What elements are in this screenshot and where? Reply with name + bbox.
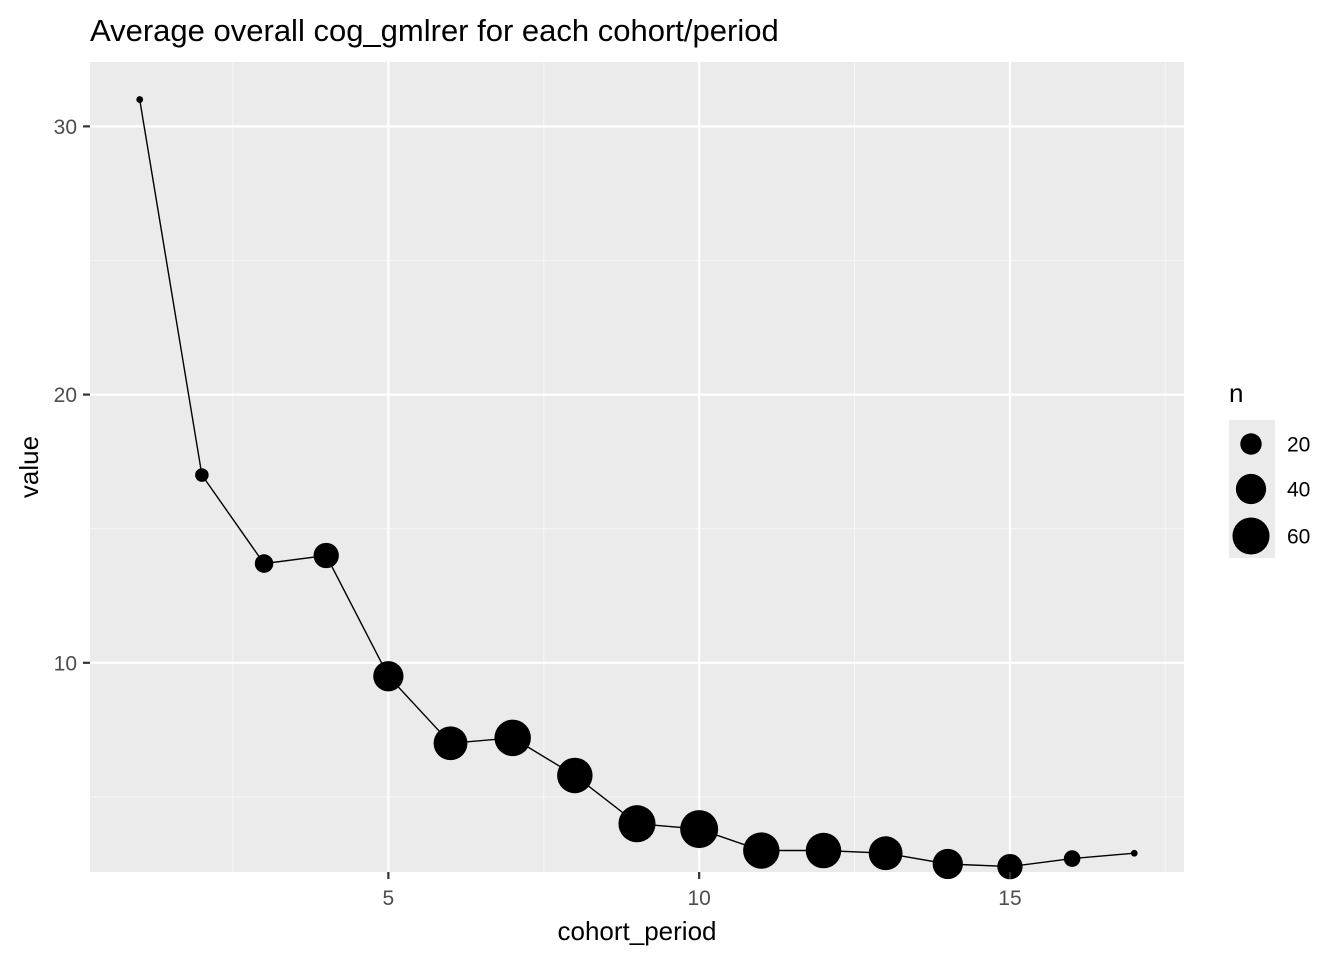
data-point <box>373 661 404 692</box>
x-tick-label: 10 <box>687 887 710 910</box>
data-point <box>805 832 842 869</box>
data-point <box>254 554 274 573</box>
data-point <box>743 832 780 869</box>
data-point <box>680 810 719 849</box>
y-tick-label: 10 <box>54 652 77 675</box>
data-point <box>433 726 468 761</box>
grid-lines <box>90 62 1184 872</box>
y-axis-title: value <box>14 436 44 498</box>
legend-key-label: 20 <box>1287 434 1310 457</box>
data-point <box>1063 850 1081 867</box>
legend-key-label: 40 <box>1287 479 1310 502</box>
chart-title: Average overall cog_gmlrer for each coho… <box>90 13 779 48</box>
data-point <box>997 853 1023 880</box>
axes: 5 10 15 10 20 30 <box>54 116 1022 910</box>
legend-title: n <box>1229 378 1243 408</box>
legend-key-circle <box>1240 433 1262 455</box>
data-point <box>494 719 531 757</box>
legend-key-circle <box>1235 473 1267 505</box>
y-tick-label: 30 <box>54 116 77 139</box>
legend-key-label: 60 <box>1287 526 1310 549</box>
data-point <box>1130 849 1138 857</box>
legend: n 20 40 60 <box>1229 378 1310 558</box>
data-series <box>136 96 1138 880</box>
x-tick-label: 15 <box>998 887 1021 910</box>
data-point <box>932 848 963 880</box>
x-axis-title: cohort_period <box>558 916 717 946</box>
data-point <box>618 805 656 843</box>
legend-key-circle <box>1232 517 1270 555</box>
x-tick-label: 5 <box>383 887 395 910</box>
data-point <box>136 96 144 103</box>
y-tick-label: 20 <box>54 384 77 407</box>
data-point <box>557 757 593 794</box>
data-point <box>313 542 339 569</box>
plot-panel <box>90 62 1184 872</box>
data-point <box>195 468 209 482</box>
data-point <box>868 836 903 871</box>
